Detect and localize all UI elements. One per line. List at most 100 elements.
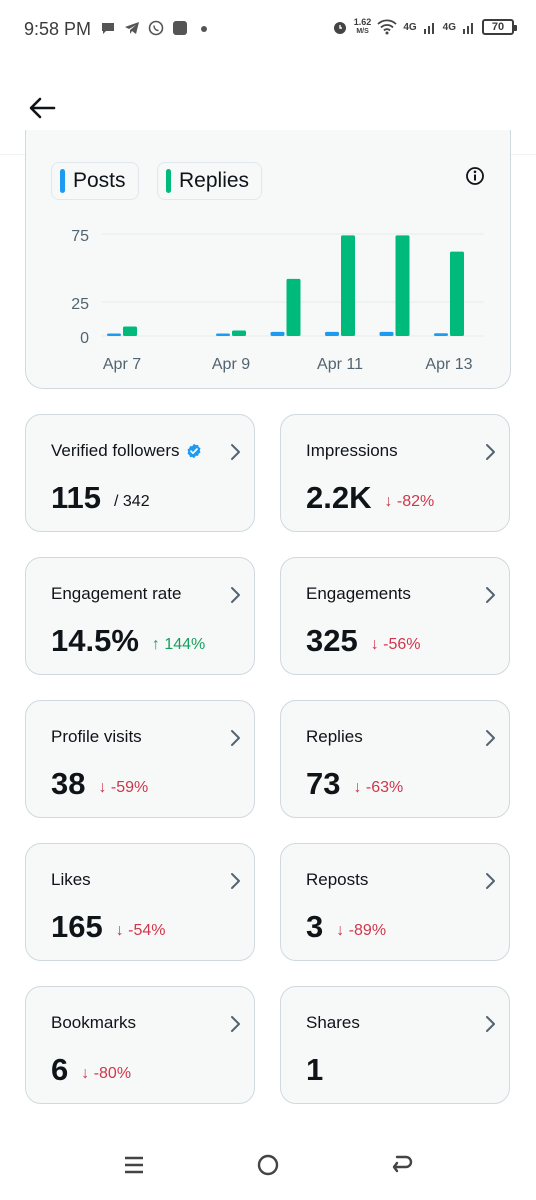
chevron-right-icon <box>486 444 495 460</box>
stat-label-text: Replies <box>306 727 363 746</box>
stat-card-impressions[interactable]: Impressions 2.2K ↓ -82% <box>280 414 510 532</box>
stat-card-engagement-rate[interactable]: Engagement rate 14.5% ↑ 144% <box>25 557 255 675</box>
notification-icons <box>100 20 212 36</box>
system-back-button[interactable] <box>385 1148 419 1182</box>
chevron-right-icon <box>486 587 495 603</box>
stat-label-text: Bookmarks <box>51 1013 137 1032</box>
stat-total: / 342 <box>114 493 150 510</box>
stat-card-profile-visits[interactable]: Profile visits 38 ↓ -59% <box>25 700 255 818</box>
network-speed: 1.62 M/S <box>354 18 372 36</box>
status-time: 9:58 PM <box>24 19 92 39</box>
stat-label: Impressions <box>306 441 398 461</box>
legend-replies[interactable]: Replies <box>157 162 263 200</box>
stat-value: 6 <box>51 1052 69 1087</box>
whatsapp-icon <box>148 20 164 36</box>
stat-value: 2.2K <box>306 480 372 515</box>
battery-indicator: 70 <box>482 19 517 35</box>
stat-card-reposts[interactable]: Reposts 3 ↓ -89% <box>280 843 510 961</box>
stat-change: ↑ 144% <box>151 636 206 653</box>
stat-change: ↓ -56% <box>370 636 421 653</box>
posts-bar[interactable] <box>107 333 121 337</box>
chevron-right-icon <box>486 730 495 746</box>
signal-icon-1 <box>423 23 434 34</box>
home-icon <box>257 1154 279 1176</box>
back-button[interactable] <box>24 90 60 126</box>
x-tick-label: Apr 13 <box>425 356 472 373</box>
chevron-right-icon <box>231 1016 240 1032</box>
chevron-right-icon <box>486 1016 495 1032</box>
app-square-icon <box>173 21 187 35</box>
recent-apps-button[interactable] <box>117 1148 151 1182</box>
alarm-icon <box>333 22 346 34</box>
legend-posts-label: Posts <box>73 169 126 192</box>
replies-bar[interactable] <box>232 330 246 336</box>
stat-label: Replies <box>306 727 363 747</box>
replies-bar[interactable] <box>450 251 464 336</box>
posts-bar[interactable] <box>379 331 394 336</box>
posts-bar[interactable] <box>216 333 230 337</box>
stat-value: 73 <box>306 766 341 801</box>
chevron-right-icon <box>231 873 240 889</box>
chevron-right-icon <box>231 444 240 460</box>
stat-label: Engagements <box>306 584 411 604</box>
posts-bar[interactable] <box>434 333 448 336</box>
stat-change: ↓ -80% <box>81 1065 132 1082</box>
stat-label: Shares <box>306 1013 360 1033</box>
verified-badge-icon <box>187 443 201 459</box>
stat-value: 1 <box>306 1052 324 1087</box>
posts-bar[interactable] <box>325 331 339 336</box>
stat-label-text: Impressions <box>306 441 398 460</box>
home-button[interactable] <box>251 1148 285 1182</box>
posts-color-swatch <box>60 169 65 193</box>
telegram-icon <box>125 22 139 34</box>
stat-value: 3 <box>306 909 324 944</box>
chart-plot: 75 25 0 Apr 7 Apr 9 Apr 11 Apr 13 <box>71 228 484 373</box>
x-tick-label: Apr 9 <box>212 356 250 373</box>
y-tick-label: 0 <box>80 330 89 347</box>
stat-card-shares[interactable]: Shares 1 <box>280 986 510 1104</box>
stat-value: 38 <box>51 766 86 801</box>
system-nav-bar <box>0 1130 536 1200</box>
chart-card: Posts Replies 75 25 0 Apr 7 Apr 9 Apr 11 Apr 1… <box>25 130 511 389</box>
arrow-left-icon <box>29 97 56 119</box>
stat-value: 325 <box>306 623 358 658</box>
legend-posts[interactable]: Posts <box>51 162 139 200</box>
x-tick-label: Apr 11 <box>317 356 363 373</box>
network-type-2: 4G <box>442 21 456 33</box>
wifi-icon <box>377 19 397 35</box>
stat-label-text: Profile visits <box>51 727 142 746</box>
chevron-right-icon <box>486 873 495 889</box>
stat-card-likes[interactable]: Likes 165 ↓ -54% <box>25 843 255 961</box>
y-tick-label: 75 <box>71 228 89 245</box>
stat-value: 14.5% <box>51 623 139 658</box>
stat-card-engagements[interactable]: Engagements 325 ↓ -56% <box>280 557 510 675</box>
posts-bar[interactable] <box>270 331 285 336</box>
stat-card-verified-followers[interactable]: Verified followers 115 / 342 <box>25 414 255 532</box>
stat-label-text: Engagements <box>306 584 411 603</box>
legend-replies-label: Replies <box>179 169 250 192</box>
replies-bar[interactable] <box>123 326 137 336</box>
stat-change: ↓ -82% <box>384 493 435 510</box>
replies-bar[interactable] <box>286 278 301 336</box>
stat-value: 165 <box>51 909 103 944</box>
replies-color-swatch <box>166 169 171 193</box>
stat-change: ↓ -63% <box>353 779 404 796</box>
stat-label-text: Shares <box>306 1013 360 1032</box>
stat-card-replies[interactable]: Replies 73 ↓ -63% <box>280 700 510 818</box>
speed-unit: M/S <box>356 28 369 35</box>
back-nav-icon <box>392 1155 413 1173</box>
stat-label: Profile visits <box>51 727 142 747</box>
replies-bar[interactable] <box>395 235 410 336</box>
recent-apps-icon <box>125 1156 143 1174</box>
chat-bubble-icon <box>102 23 114 34</box>
info-icon[interactable] <box>464 165 486 187</box>
stat-label-text: Engagement rate <box>51 584 182 603</box>
stat-label: Bookmarks <box>51 1013 136 1033</box>
replies-bar[interactable] <box>341 235 355 336</box>
stat-value: 115 <box>51 480 102 515</box>
stat-label: Engagement rate <box>51 584 181 604</box>
status-bar: 9:58 PM 1.62 M/S 4G 4G 70 <box>0 0 536 60</box>
stat-label: Likes <box>51 870 91 890</box>
stat-label-text: Verified followers <box>51 441 180 460</box>
stat-card-bookmarks[interactable]: Bookmarks 6 ↓ -80% <box>25 986 255 1104</box>
